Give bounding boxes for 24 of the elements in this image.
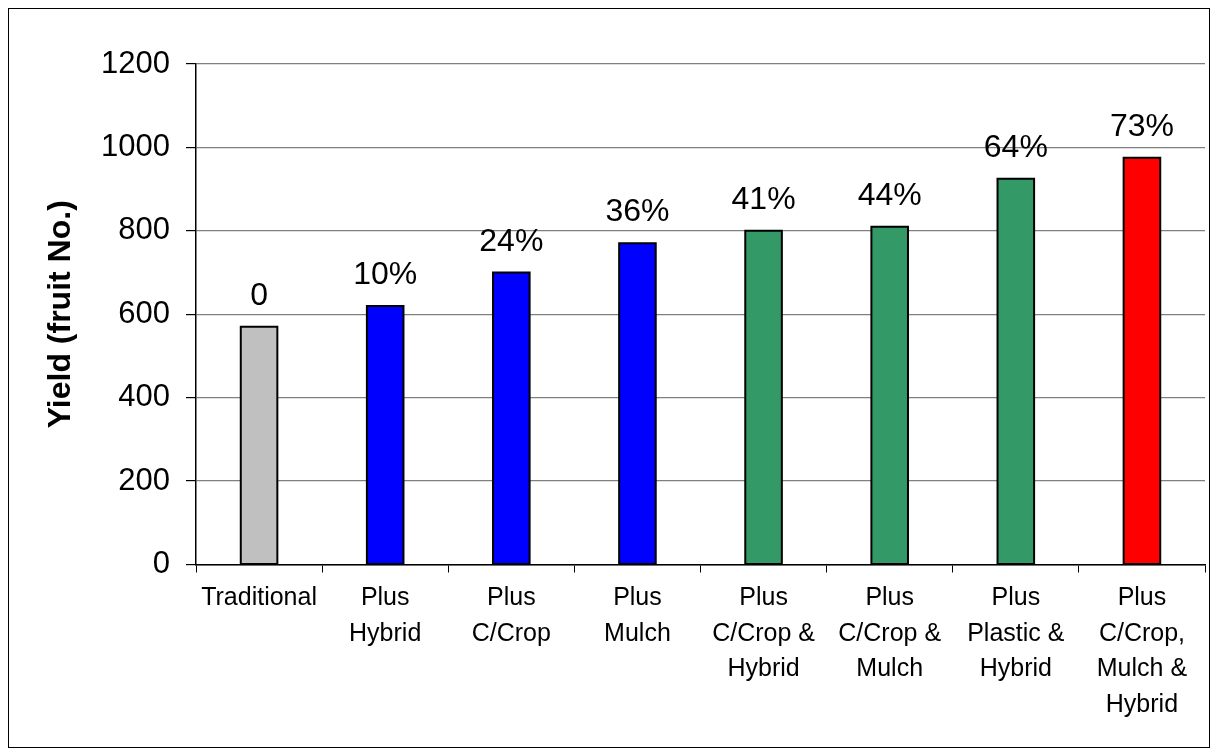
x-tick-label: Plus C/Crop, Mulch & Hybrid bbox=[1096, 582, 1188, 717]
x-tick-label: Plus Hybrid bbox=[349, 582, 422, 646]
x-tick-label: Traditional bbox=[201, 582, 317, 611]
y-tick-label: 0 bbox=[152, 545, 170, 581]
annotation: 41% bbox=[731, 179, 796, 216]
x-tick-label: Plus C/Crop bbox=[471, 582, 551, 646]
y-tick-label: 600 bbox=[118, 294, 170, 330]
y-tick-label: 400 bbox=[118, 378, 170, 414]
annotation: 64% bbox=[983, 127, 1048, 164]
annotation: 73% bbox=[1109, 106, 1174, 143]
y-tick-label: 1000 bbox=[101, 127, 170, 163]
y-tick-label: 200 bbox=[118, 461, 170, 497]
x-tick-label: Plus Mulch bbox=[604, 582, 671, 646]
x-tick-label: Plus Plastic & Hybrid bbox=[967, 582, 1065, 682]
annotation: 44% bbox=[857, 175, 922, 212]
annotation: 10% bbox=[353, 254, 418, 291]
annotation: 0 bbox=[250, 275, 268, 312]
y-tick-label: 1200 bbox=[101, 44, 170, 80]
annotation: 24% bbox=[479, 221, 544, 258]
y-tick-label: 800 bbox=[118, 211, 170, 247]
annotation: 36% bbox=[605, 192, 670, 229]
x-tick-label: Plus C/Crop & Mulch bbox=[838, 582, 942, 682]
y-axis-title: Yield (fruit No.) bbox=[41, 200, 78, 429]
x-tick-label: Plus C/Crop & Hybrid bbox=[712, 582, 816, 682]
